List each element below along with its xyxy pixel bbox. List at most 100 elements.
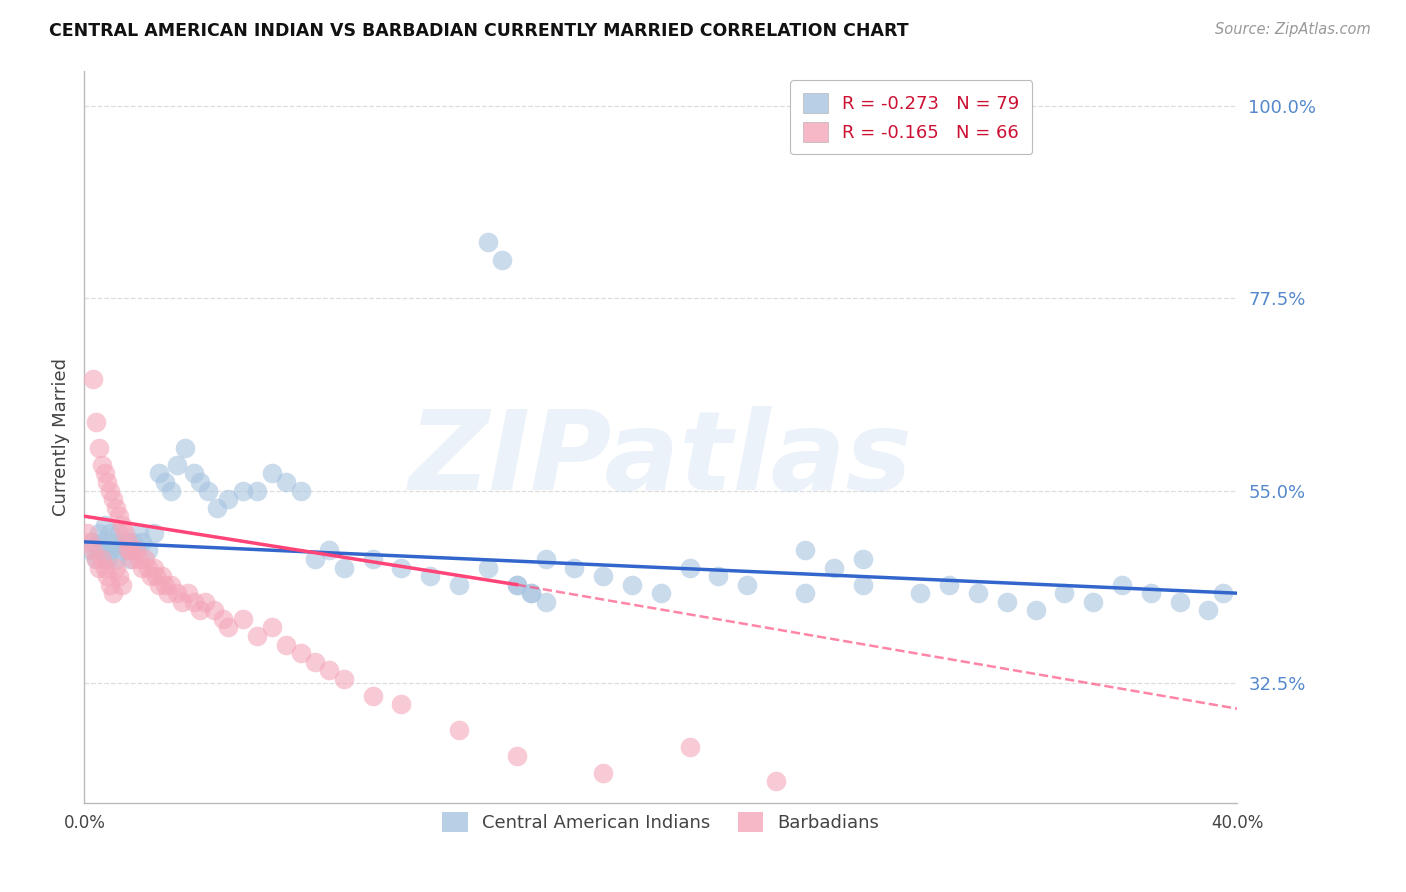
Point bbox=[290, 646, 312, 660]
Point bbox=[391, 698, 413, 712]
Point bbox=[131, 560, 153, 574]
Point bbox=[117, 543, 139, 558]
Point bbox=[82, 372, 104, 386]
Text: ZIPatlas: ZIPatlas bbox=[409, 406, 912, 513]
Point bbox=[98, 577, 121, 591]
Point bbox=[391, 560, 413, 574]
Point bbox=[108, 526, 131, 541]
Point bbox=[160, 577, 183, 591]
Point bbox=[218, 492, 240, 507]
Point bbox=[90, 534, 112, 549]
Point bbox=[87, 526, 110, 541]
Point bbox=[79, 543, 101, 558]
Point bbox=[794, 586, 817, 600]
Point bbox=[183, 467, 205, 481]
Text: CENTRAL AMERICAN INDIAN VS BARBADIAN CURRENTLY MARRIED CORRELATION CHART: CENTRAL AMERICAN INDIAN VS BARBADIAN CUR… bbox=[49, 22, 908, 40]
Point bbox=[131, 534, 153, 549]
Point bbox=[90, 552, 112, 566]
Point bbox=[96, 552, 118, 566]
Point bbox=[82, 534, 104, 549]
Point bbox=[477, 560, 499, 574]
Point bbox=[737, 577, 759, 591]
Point bbox=[650, 586, 672, 600]
Point bbox=[142, 560, 165, 574]
Point bbox=[197, 483, 219, 498]
Point bbox=[87, 441, 110, 455]
Point bbox=[103, 534, 124, 549]
Point bbox=[276, 475, 298, 489]
Point bbox=[246, 629, 269, 643]
Point bbox=[852, 552, 875, 566]
Point bbox=[318, 663, 340, 677]
Point bbox=[938, 577, 960, 591]
Point bbox=[592, 569, 614, 583]
Point bbox=[967, 586, 990, 600]
Point bbox=[534, 552, 557, 566]
Point bbox=[93, 517, 115, 532]
Point bbox=[105, 560, 128, 574]
Point bbox=[1168, 595, 1191, 609]
Point bbox=[153, 577, 176, 591]
Point bbox=[361, 689, 384, 703]
Point bbox=[128, 526, 150, 541]
Point bbox=[134, 552, 156, 566]
Point bbox=[103, 586, 124, 600]
Point bbox=[108, 509, 131, 524]
Point bbox=[79, 534, 101, 549]
Point bbox=[1083, 595, 1105, 609]
Point bbox=[1053, 586, 1076, 600]
Point bbox=[260, 620, 283, 634]
Point bbox=[361, 552, 384, 566]
Point bbox=[333, 672, 356, 686]
Point bbox=[794, 543, 817, 558]
Point bbox=[98, 483, 121, 498]
Point bbox=[1198, 603, 1220, 617]
Point bbox=[82, 543, 104, 558]
Point bbox=[1111, 577, 1133, 591]
Point bbox=[183, 595, 205, 609]
Point bbox=[506, 577, 529, 591]
Point bbox=[84, 552, 107, 566]
Point bbox=[148, 577, 170, 591]
Point bbox=[1212, 586, 1234, 600]
Point bbox=[142, 526, 165, 541]
Point bbox=[188, 475, 211, 489]
Point bbox=[93, 560, 115, 574]
Point bbox=[592, 765, 614, 780]
Point bbox=[93, 543, 115, 558]
Point bbox=[125, 543, 148, 558]
Point bbox=[304, 655, 326, 669]
Point bbox=[202, 603, 225, 617]
Point bbox=[419, 569, 441, 583]
Point bbox=[232, 612, 254, 626]
Point bbox=[477, 235, 499, 250]
Point bbox=[1140, 586, 1163, 600]
Text: Source: ZipAtlas.com: Source: ZipAtlas.com bbox=[1215, 22, 1371, 37]
Point bbox=[506, 577, 529, 591]
Legend: Central American Indians, Barbadians: Central American Indians, Barbadians bbox=[433, 804, 889, 841]
Point bbox=[120, 552, 142, 566]
Point bbox=[111, 577, 134, 591]
Point bbox=[260, 467, 283, 481]
Point bbox=[520, 586, 543, 600]
Point bbox=[111, 517, 134, 532]
Point bbox=[707, 569, 730, 583]
Point bbox=[534, 595, 557, 609]
Point bbox=[153, 475, 176, 489]
Point bbox=[304, 552, 326, 566]
Point bbox=[765, 774, 787, 789]
Point bbox=[125, 543, 148, 558]
Point bbox=[166, 586, 188, 600]
Point bbox=[333, 560, 356, 574]
Point bbox=[84, 415, 107, 429]
Point bbox=[96, 569, 118, 583]
Point bbox=[136, 560, 159, 574]
Point bbox=[852, 577, 875, 591]
Point bbox=[120, 543, 142, 558]
Point bbox=[93, 467, 115, 481]
Point bbox=[122, 534, 145, 549]
Point bbox=[290, 483, 312, 498]
Point bbox=[318, 543, 340, 558]
Point bbox=[87, 543, 110, 558]
Point bbox=[136, 543, 159, 558]
